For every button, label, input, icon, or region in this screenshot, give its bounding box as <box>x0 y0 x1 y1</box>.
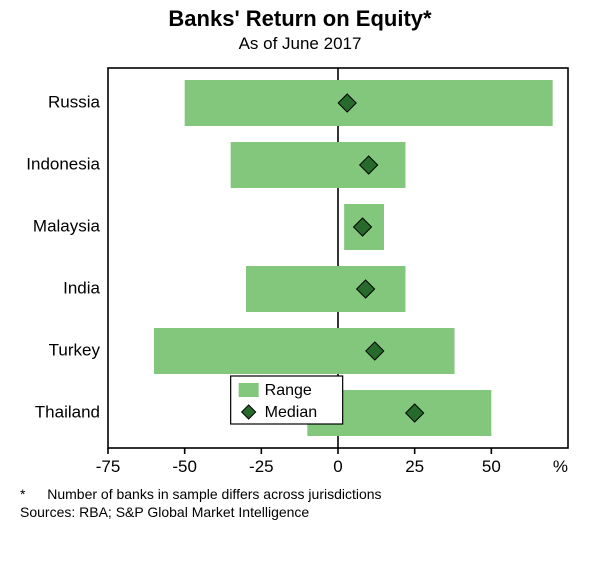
chart-svg: Russia Indonesia Malaysia India Turkey Thaila… <box>20 62 580 482</box>
chart-title: Banks' Return on Equity* <box>0 0 600 32</box>
range-bar <box>185 80 553 126</box>
chart-sources: Sources: RBA; S&P Global Market Intellig… <box>0 502 600 520</box>
x-unit-label: % <box>553 457 568 476</box>
range-bar <box>231 142 406 188</box>
legend-range-swatch <box>239 383 259 397</box>
category-label: Turkey <box>49 340 101 359</box>
x-tick-label: 0 <box>333 457 342 476</box>
category-label: Indonesia <box>26 154 100 173</box>
chart-footnote: * Number of banks in sample differs acro… <box>0 482 600 502</box>
range-bar <box>154 328 455 374</box>
legend: Range Median <box>231 376 343 424</box>
footnote-text: Number of banks in sample differs across… <box>47 486 381 502</box>
x-tick-label: -25 <box>249 457 274 476</box>
legend-range-label: Range <box>265 382 312 399</box>
x-tick-label: 50 <box>482 457 501 476</box>
legend-median-label: Median <box>265 404 317 421</box>
range-bar <box>246 266 405 312</box>
x-tick-label: 25 <box>405 457 424 476</box>
category-label: Russia <box>48 92 101 111</box>
x-tick-label: -75 <box>96 457 121 476</box>
chart-subtitle: As of June 2017 <box>0 32 600 54</box>
x-tick-label: -50 <box>172 457 197 476</box>
footnote-marker: * <box>20 486 25 502</box>
chart-card: Banks' Return on Equity* As of June 2017… <box>0 0 600 561</box>
category-label: Thailand <box>35 402 100 421</box>
category-label: India <box>63 278 100 297</box>
category-label: Malaysia <box>33 216 101 235</box>
chart-plot: Russia Indonesia Malaysia India Turkey Thaila… <box>20 62 580 482</box>
